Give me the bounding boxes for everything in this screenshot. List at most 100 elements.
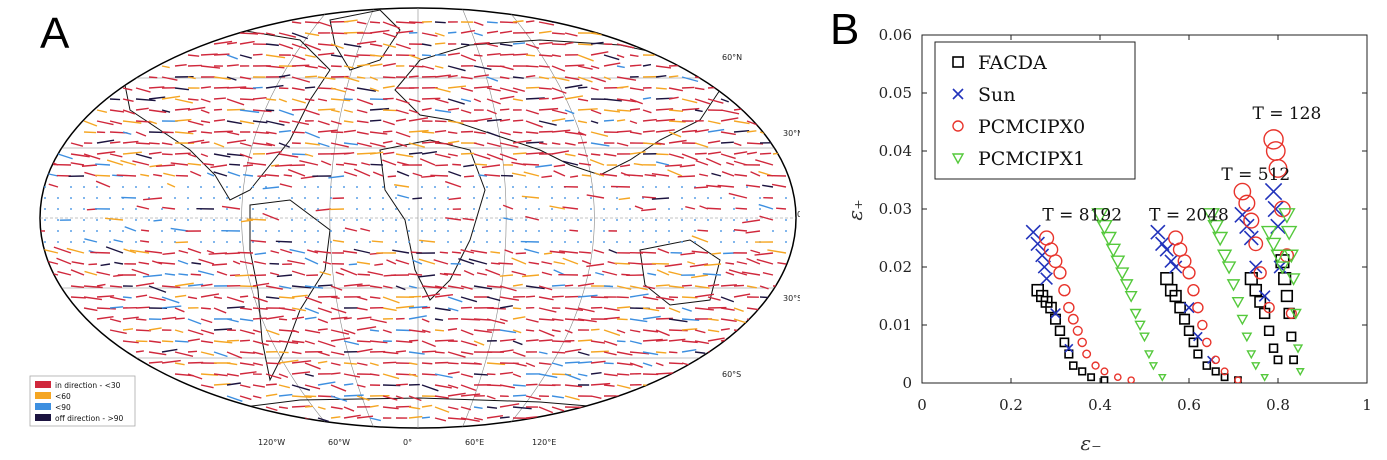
legend-label-90: <90 xyxy=(55,403,71,412)
wind-vector xyxy=(434,406,450,413)
wind-vector xyxy=(434,130,447,133)
wind-vector-dot xyxy=(486,186,488,188)
wind-vector-dot xyxy=(369,241,371,243)
wind-vector xyxy=(694,285,710,289)
data-point-pcmcipx1 xyxy=(1280,225,1298,241)
wind-vector xyxy=(620,164,631,168)
wind-vector-dot xyxy=(187,208,189,210)
wind-vector xyxy=(668,64,683,67)
wind-vector xyxy=(668,75,679,78)
wind-vector xyxy=(463,164,475,168)
data-point-pcmcipx1 xyxy=(1283,249,1299,264)
wind-vector-dot xyxy=(239,186,241,188)
wind-vector xyxy=(278,98,287,103)
wind-vector xyxy=(603,109,621,113)
lat-label-30s: 30°S xyxy=(783,294,800,303)
wind-vector xyxy=(616,109,632,112)
wind-vector xyxy=(655,129,675,133)
wind-vector xyxy=(291,307,307,312)
wind-vector-dot xyxy=(135,241,137,243)
wind-vector xyxy=(330,43,344,50)
wind-vector xyxy=(280,248,293,254)
wind-vector xyxy=(590,350,609,353)
wind-vector xyxy=(564,307,584,312)
wind-vector-dot xyxy=(642,186,644,188)
wind-vector xyxy=(408,75,419,78)
wind-vector xyxy=(304,373,314,377)
wind-vector-dot xyxy=(213,219,215,221)
wind-vector xyxy=(759,152,772,155)
wind-vector-dot xyxy=(252,241,254,243)
data-point-sun xyxy=(1050,307,1061,319)
data-markers xyxy=(1025,129,1305,383)
wind-vector xyxy=(395,142,408,148)
wind-vector xyxy=(239,329,255,335)
wind-vector xyxy=(252,395,262,399)
wind-vector-dot xyxy=(525,186,527,188)
wind-vector xyxy=(687,261,696,265)
data-point-pcmcipx0 xyxy=(1238,194,1256,212)
wind-vector-dot xyxy=(174,219,176,221)
wind-vector-dot xyxy=(577,197,579,199)
wind-vector xyxy=(356,348,373,353)
wind-vector xyxy=(486,296,501,302)
wind-vector xyxy=(515,252,527,255)
wind-vector-dot xyxy=(616,208,618,210)
wind-vector xyxy=(213,40,233,45)
wind-vector xyxy=(642,63,652,67)
data-point-pcmcipx1 xyxy=(1096,219,1113,236)
data-point-pcmcipx1 xyxy=(1139,332,1150,343)
wind-vector xyxy=(445,217,462,221)
wind-vector xyxy=(589,158,605,166)
wind-vector xyxy=(227,171,241,177)
data-point-pcmcipx0 xyxy=(1172,242,1188,257)
wind-vector xyxy=(564,41,574,45)
wind-vector xyxy=(330,98,351,102)
wind-vector xyxy=(161,296,180,304)
wind-vector xyxy=(328,175,345,179)
wind-vector xyxy=(369,417,382,422)
wind-vector xyxy=(473,117,493,122)
wind-vector xyxy=(252,282,270,287)
wind-vector xyxy=(239,120,255,125)
wind-vector xyxy=(434,351,445,354)
wind-vector-dot xyxy=(447,197,449,199)
data-point-pcmcipx0 xyxy=(1048,254,1063,269)
legend-label-60: <60 xyxy=(55,392,71,401)
wind-vector xyxy=(512,76,524,79)
wind-vector xyxy=(83,131,97,134)
wind-vector xyxy=(642,196,657,199)
wind-vector xyxy=(252,329,262,333)
data-point-pcmcipx0 xyxy=(1077,337,1087,348)
x-tick-label: 0 xyxy=(917,396,927,414)
wind-vector xyxy=(551,351,566,354)
wind-vector xyxy=(602,270,618,276)
data-point-pcmcipx0 xyxy=(1220,367,1229,376)
legend-swatch-90 xyxy=(35,403,51,410)
data-point-pcmcipx1 xyxy=(1221,261,1237,275)
wind-vector xyxy=(395,109,409,115)
wind-vector xyxy=(434,98,449,104)
wind-vector xyxy=(122,151,142,155)
wind-vector xyxy=(278,384,290,389)
wind-vector xyxy=(330,395,348,402)
wind-vector xyxy=(291,21,302,24)
data-point-facda xyxy=(1273,355,1283,365)
wind-vector xyxy=(629,318,648,323)
wind-vector xyxy=(564,361,580,364)
wind-vector xyxy=(356,362,368,366)
wind-vector-dot xyxy=(603,208,605,210)
wind-vector xyxy=(342,250,358,254)
wind-vector xyxy=(434,142,453,145)
wind-vector xyxy=(226,76,237,81)
wind-vector xyxy=(370,163,384,166)
wind-vector xyxy=(734,173,748,177)
wind-vector xyxy=(668,131,682,138)
wind-vector xyxy=(265,393,278,397)
wind-vector xyxy=(330,416,341,419)
wind-vector xyxy=(291,316,305,320)
wind-vector xyxy=(343,373,361,378)
wind-vector xyxy=(105,217,124,221)
wind-vector xyxy=(239,76,252,80)
wind-vector xyxy=(463,175,475,178)
